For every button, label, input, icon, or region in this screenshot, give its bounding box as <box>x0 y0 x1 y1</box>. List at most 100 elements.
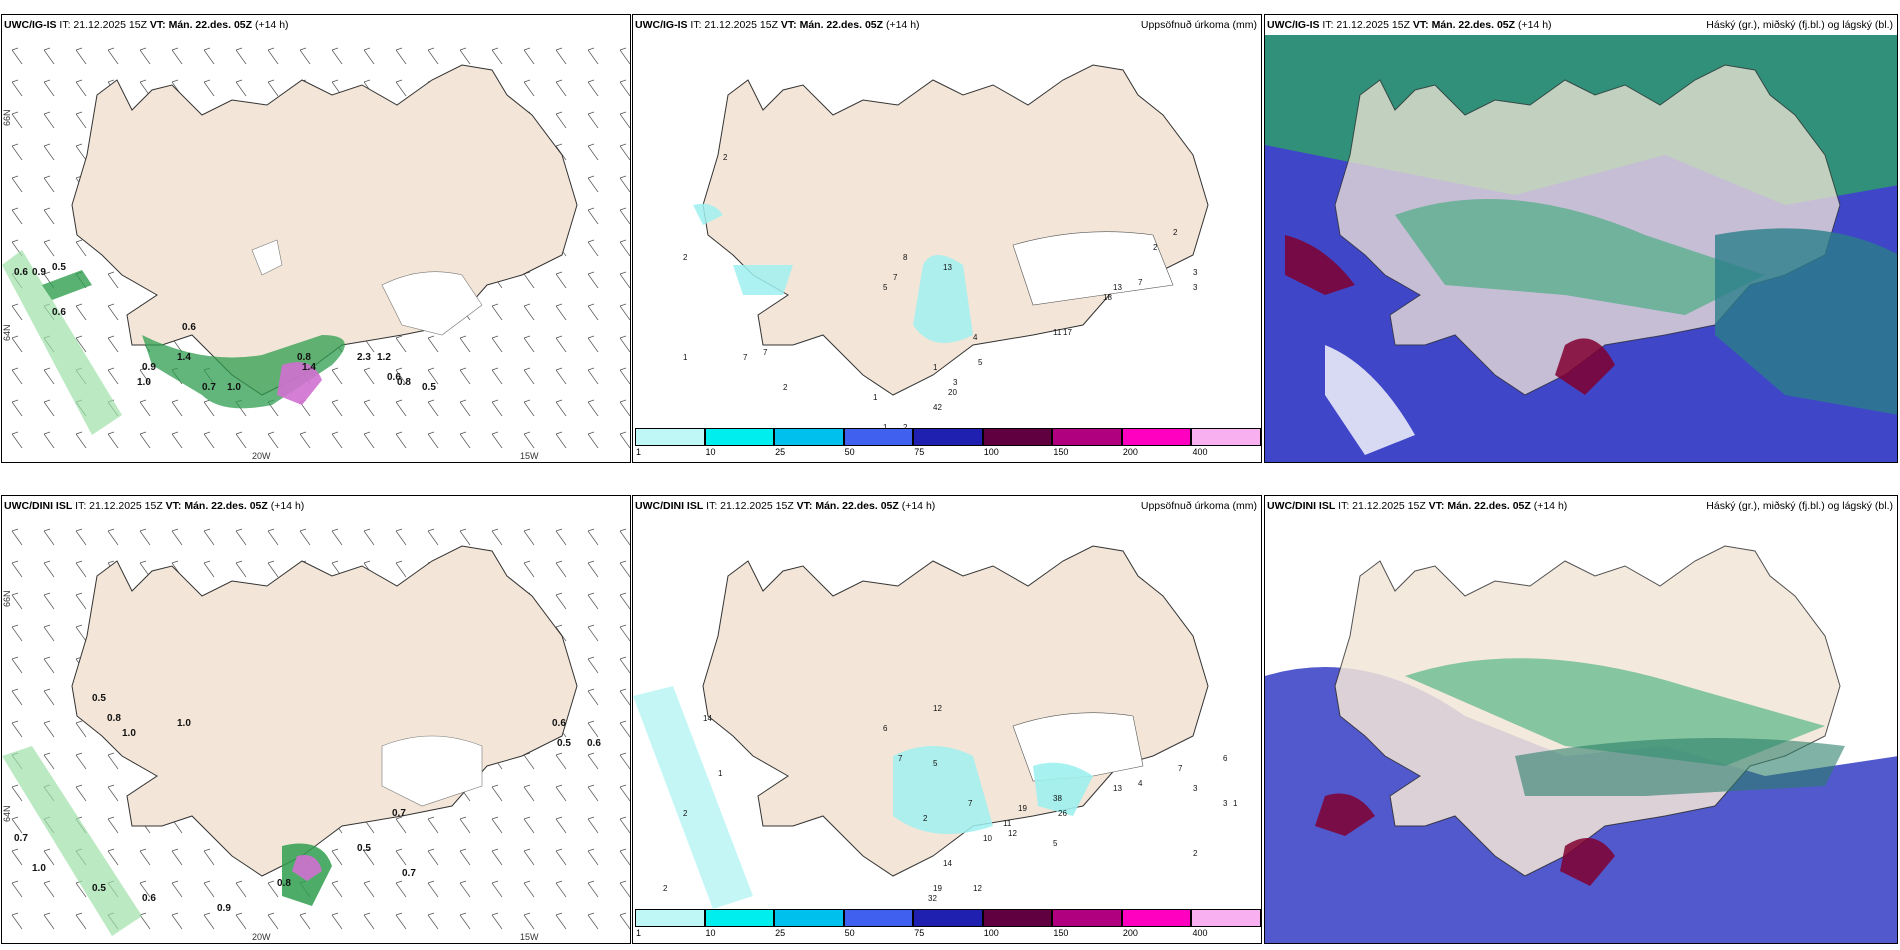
precip-value: 2 <box>683 253 688 262</box>
panel-precip-dini: UWC/DINI ISL IT: 21.12.2025 15Z VT: Mán.… <box>632 495 1262 944</box>
lon-label: 15W <box>520 932 539 942</box>
colorbar-tick-label: 400 <box>1192 447 1208 457</box>
precip-area <box>733 265 793 295</box>
wind-value: 0.8 <box>297 352 311 363</box>
cloud-mid <box>1715 228 1897 415</box>
precip-value: 7 <box>763 348 768 357</box>
precip-value: 2 <box>1173 228 1178 237</box>
lat-label: 64N <box>2 805 12 822</box>
lon-label: 20W <box>252 932 271 942</box>
colorbar-swatch <box>982 428 1053 446</box>
precip-value: 6 <box>883 724 888 733</box>
wind-value: 0.7 <box>392 808 406 819</box>
precip-value: 14 <box>703 714 712 723</box>
precip-value: 7 <box>968 799 973 808</box>
cloud-map[interactable] <box>1265 35 1898 463</box>
wind-value: 0.5 <box>557 738 571 749</box>
lon-label: 20W <box>252 451 271 461</box>
lat-label: 66N <box>2 590 12 607</box>
colorbar-swatch <box>704 428 775 446</box>
wind-value: 0.8 <box>107 713 121 724</box>
panel-title: Uppsöfnuð úrkoma (mm) <box>1140 19 1257 31</box>
panel-clouds-dini: UWC/DINI ISL IT: 21.12.2025 15Z VT: Mán.… <box>1264 495 1898 944</box>
precip-value: 13 <box>943 263 952 272</box>
colorbar-swatch <box>704 909 775 927</box>
wind-value: 1.0 <box>227 382 241 393</box>
precip-value: 26 <box>1058 809 1067 818</box>
colorbar-swatch <box>843 909 914 927</box>
wind-value: 1.0 <box>122 728 136 739</box>
colorbar-tick-label: 100 <box>983 928 999 938</box>
panel-header: UWC/IG-IS IT: 21.12.2025 15Z VT: Mán. 22… <box>2 15 630 35</box>
precip-value: 5 <box>883 283 888 292</box>
wind-value: 0.6 <box>587 738 601 749</box>
precip-value: 1 <box>718 769 723 778</box>
precip-value: 32 <box>928 894 937 903</box>
precip-value: 11 <box>1053 328 1062 337</box>
precip-map[interactable]: 2218137511277232042211451117181373223 <box>633 35 1262 428</box>
cloud-map[interactable] <box>1265 516 1898 944</box>
colorbar-tick-label: 50 <box>844 447 855 457</box>
precip-map[interactable]: 1412267125271119121014123219538261347361… <box>633 516 1262 909</box>
colorbar-tick-label: 1 <box>636 928 642 938</box>
precip-value: 14 <box>943 859 952 868</box>
colorbar-swatch <box>1191 428 1261 446</box>
lat-label: 64N <box>2 324 12 341</box>
colorbar-swatch <box>774 428 844 446</box>
precip-value: 7 <box>743 353 748 362</box>
precip-value: 6 <box>1223 754 1228 763</box>
wind-value: 0.9 <box>32 267 46 278</box>
wind-value: 1.0 <box>137 377 151 388</box>
wind-value: 1.4 <box>302 362 316 373</box>
colorbar-swatch <box>1121 428 1192 446</box>
colorbar-tick-label: 150 <box>1053 447 1069 457</box>
glacier-vatnajokull <box>381 271 483 336</box>
precip-value: 1 <box>883 423 888 428</box>
panel-header: UWC/DINI ISL IT: 21.12.2025 15Z VT: Mán.… <box>1265 496 1897 516</box>
precip-band <box>2 746 142 936</box>
precip-value: 2 <box>923 814 928 823</box>
wind-value: 0.6 <box>552 718 566 729</box>
precip-area <box>633 686 753 909</box>
wind-map[interactable]: 0.50.81.01.00.71.00.50.60.90.80.70.50.70… <box>2 516 631 944</box>
wind-value: 0.8 <box>277 878 291 889</box>
cloud-low <box>1285 235 1355 295</box>
precip-value: 5 <box>933 759 938 768</box>
precip-value: 3 <box>1223 799 1228 808</box>
colorbar-tick-label: 200 <box>1122 928 1138 938</box>
wind-value: 0.7 <box>14 833 28 844</box>
wind-value: 0.7 <box>402 868 416 879</box>
precip-value: 1 <box>1233 799 1238 808</box>
panel-header: UWC/IG-IS IT: 21.12.2025 15Z VT: Mán. 22… <box>633 15 1261 35</box>
wind-value: 0.6 <box>182 322 196 333</box>
precip-value: 13 <box>1113 784 1122 793</box>
wind-map[interactable]: 0.6 0.9 0.50.60.61.00.91.40.7 1.00.81.42.3 1… <box>2 35 631 463</box>
colorbar-swatch <box>982 909 1053 927</box>
precip-value: 2 <box>783 383 788 392</box>
colorbar-swatch <box>1191 909 1261 927</box>
precip-value: 12 <box>1008 829 1017 838</box>
precip-band <box>42 270 92 300</box>
colorbar-tick-label: 25 <box>775 928 786 938</box>
wind-value: 0.8 <box>397 377 411 388</box>
precip-value: 2 <box>683 809 688 818</box>
colorbar-swatch <box>1052 428 1122 446</box>
cloud-high <box>1515 738 1845 796</box>
wind-value: 1.0 <box>32 863 46 874</box>
wind-value: 0.5 <box>92 883 106 894</box>
panel-header: UWC/DINI ISL IT: 21.12.2025 15Z VT: Mán.… <box>633 496 1261 516</box>
precip-area <box>913 255 973 343</box>
colorbar-swatch <box>774 909 844 927</box>
wind-value: 0.5 <box>92 693 106 704</box>
iceland-landmass <box>71 545 578 877</box>
precip-value: 10 <box>983 834 992 843</box>
precip-value: 3 <box>953 378 958 387</box>
precip-area <box>1033 762 1093 816</box>
colorbar-swatch <box>913 428 983 446</box>
cloud-low <box>1315 793 1375 836</box>
panel-header: UWC/IG-IS IT: 21.12.2025 15Z VT: Mán. 22… <box>1265 15 1897 35</box>
precip-value: 38 <box>1053 794 1062 803</box>
precip-colorbar: 1 10 25 50 75 100 150 200 400 <box>635 909 1261 941</box>
colorbar-swatch <box>1121 909 1192 927</box>
colorbar-tick-label: 50 <box>844 928 855 938</box>
